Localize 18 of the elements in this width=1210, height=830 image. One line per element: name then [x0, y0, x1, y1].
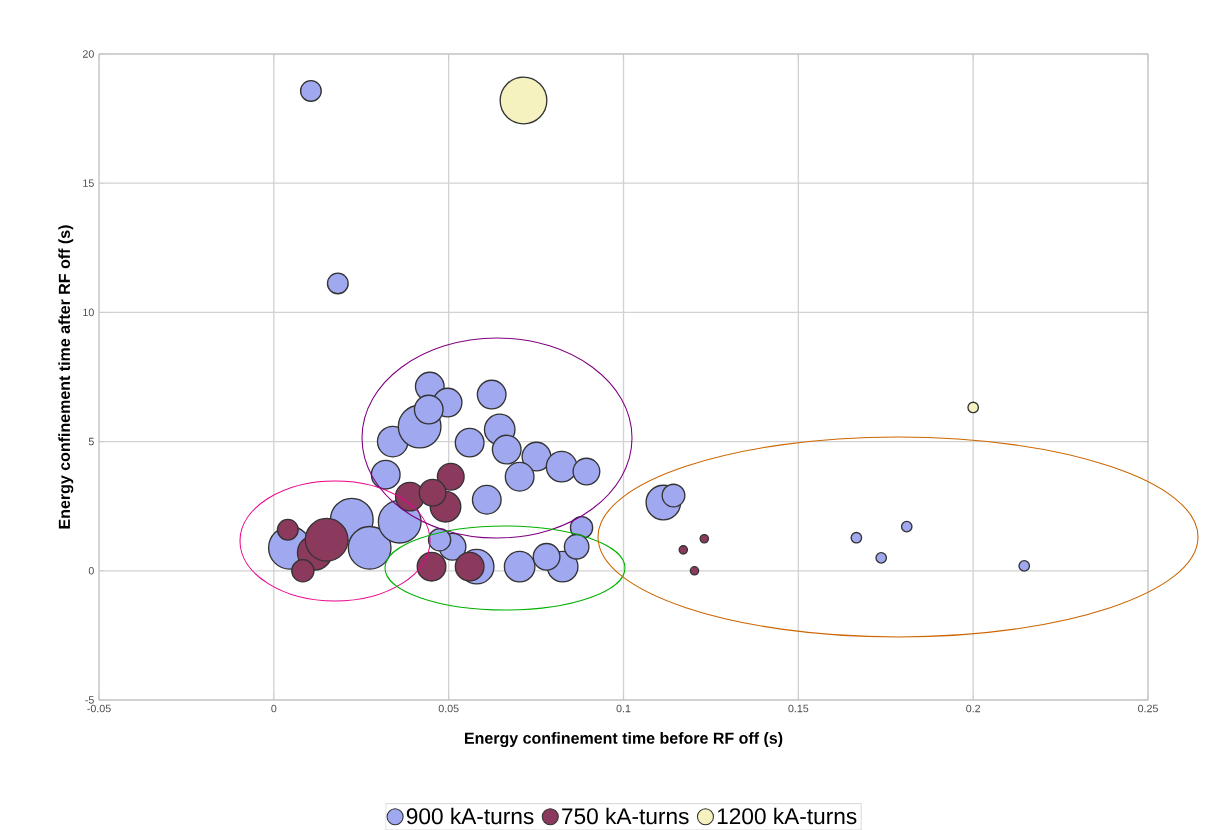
legend-label: 1200 kA-turns [717, 807, 857, 825]
legend-label: 900 kA-turns [406, 807, 534, 825]
x-tick-label: 0.1 [616, 704, 631, 713]
y-tick-label: 15 [83, 179, 94, 187]
x-axis-title: Energy confinement time before RF off (s) [465, 731, 783, 747]
y-tick-label: 5 [88, 437, 94, 446]
x-tick-label: 0.15 [788, 704, 809, 713]
x-tick-label: 0.05 [438, 704, 459, 713]
y-axis-title: Energy confinement time after RF off (s) [58, 225, 74, 529]
x-tick-label: -0.05 [87, 704, 111, 713]
y-tick-label: -5 [85, 696, 94, 704]
legend-label: 750 kA-turns [562, 807, 689, 825]
x-tick-label: 0 [271, 704, 277, 713]
x-tick-label: 0.2 [966, 704, 981, 713]
y-tick-label: 10 [83, 308, 94, 317]
y-tick-label: 0 [88, 566, 94, 575]
y-tick-label: 20 [82, 50, 94, 58]
x-tick-label: 0.25 [1138, 704, 1158, 713]
